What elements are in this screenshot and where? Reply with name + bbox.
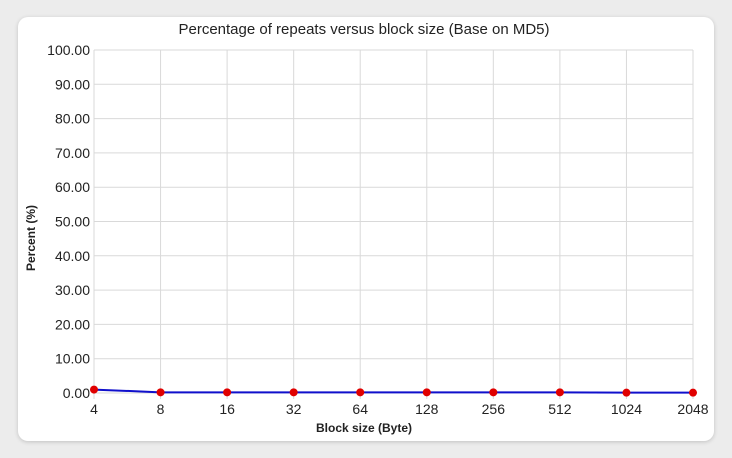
data-point [555, 388, 564, 397]
y-tick-label: 20.00 [55, 316, 90, 332]
y-tick-label: 10.00 [55, 351, 90, 367]
line-chart: Percentage of repeats versus block size … [24, 21, 709, 435]
series-group [90, 385, 697, 397]
data-point [90, 385, 98, 394]
x-tick-label: 512 [548, 401, 572, 417]
y-tick-label: 80.00 [55, 111, 90, 127]
y-tick-label: 100.00 [47, 42, 90, 58]
x-tick-label: 256 [482, 401, 506, 417]
y-tick-label: 60.00 [55, 179, 90, 195]
x-tick-label: 128 [415, 401, 439, 417]
y-tick-labels: 0.00 10.00 20.00 30.00 40.00 50.00 60.00 70.00 8… [47, 42, 90, 401]
data-point [223, 388, 232, 397]
data-point [689, 388, 697, 397]
x-tick-label: 32 [286, 401, 302, 417]
x-tick-label: 4 [90, 401, 98, 417]
grid-lines [93, 49, 694, 399]
y-tick-label: 50.00 [55, 214, 90, 230]
x-tick-label: 64 [352, 401, 368, 417]
y-tick-label: 40.00 [55, 248, 90, 264]
x-tick-label: 1024 [611, 401, 642, 417]
y-tick-label: 90.00 [55, 76, 90, 92]
x-axis-label: Block size (Byte) [316, 421, 412, 435]
data-point [489, 388, 498, 397]
data-point [156, 388, 165, 397]
data-point [356, 388, 365, 397]
x-tick-label: 2048 [677, 401, 708, 417]
x-tick-label: 16 [219, 401, 235, 417]
y-tick-label: 30.00 [55, 282, 90, 298]
data-point [289, 388, 298, 397]
chart-title: Percentage of repeats versus block size … [178, 21, 549, 38]
y-tick-label: 70.00 [55, 145, 90, 161]
y-axis-label: Percent (%) [24, 205, 38, 271]
data-point [622, 388, 631, 397]
y-tick-label: 0.00 [63, 385, 90, 401]
series-line [93, 388, 693, 394]
chart-window: Percentage of repeats versus block size … [18, 17, 714, 441]
x-tick-label: 8 [157, 401, 165, 417]
data-point [422, 388, 431, 397]
x-tick-labels: 4 8 16 32 64 128 256 512 1024 2048 [90, 401, 709, 417]
